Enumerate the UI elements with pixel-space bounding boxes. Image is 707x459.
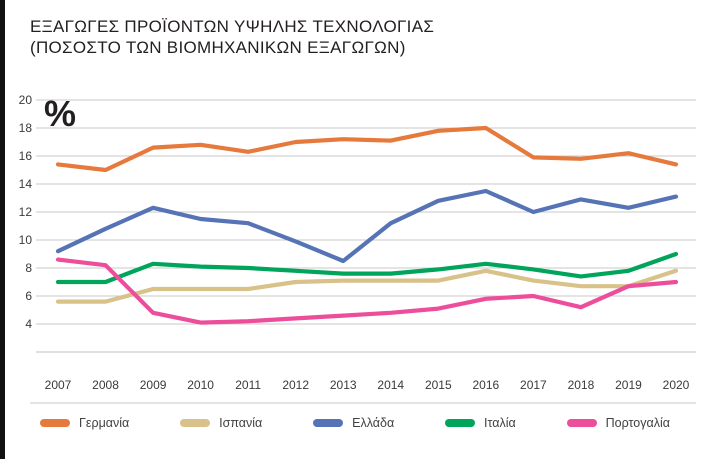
line-chart: 4 6 8 10 12 14 16 18 20 % 2007 2008 2009 2010 2011 2012… xyxy=(19,93,696,404)
legend-label-1: Ισπανία xyxy=(219,416,263,430)
legend-item-3: Ιταλία xyxy=(445,416,516,430)
y-axis-labels: 4 6 8 10 12 14 16 18 20 xyxy=(19,93,33,331)
x-tick-label-2008: 2008 xyxy=(92,378,119,392)
x-axis-labels: 2007 2008 2009 2010 2011 2012 2013 2014 2015 2016… xyxy=(45,378,690,392)
series-line-4 xyxy=(55,257,679,325)
chart-title-line2: (ΠΟΣΟΣΤΟ ΤΩΝ ΒΙΟΜΗΧΑΝΙΚΩΝ ΕΞΑΓΩΓΩΝ) xyxy=(30,38,406,58)
x-tick-label-2011: 2011 xyxy=(235,378,261,392)
series-line-3 xyxy=(55,251,679,285)
legend-swatch-0 xyxy=(40,419,70,427)
legend-label-3: Ιταλία xyxy=(484,416,516,430)
legend-label-0: Γερμανία xyxy=(79,416,130,430)
series-line-2 xyxy=(55,188,679,264)
x-tick-label-2015: 2015 xyxy=(425,378,452,392)
left-edge-strip xyxy=(0,0,5,459)
legend-item-4: Πορτογαλία xyxy=(566,416,670,430)
series-line-1 xyxy=(55,268,679,304)
y-tick-label-16: 16 xyxy=(19,149,33,163)
x-tick-label-2014: 2014 xyxy=(377,378,404,392)
legend: Γερμανία Ισπανία Ελλάδα Ιταλία Πορτογαλία xyxy=(40,416,670,430)
y-tick-label-18: 18 xyxy=(19,121,33,135)
chart-title-line1: ΕΞΑΓΩΓΕΣ ΠΡΟΪΟΝΤΩΝ ΥΨΗΛΗΣ ΤΕΧΝΟΛΟΓΙΑΣ xyxy=(30,17,435,36)
x-tick-label-2013: 2013 xyxy=(330,378,357,392)
series-line-0 xyxy=(55,125,679,173)
y-tick-label-12: 12 xyxy=(19,205,33,219)
y-tick-label-14: 14 xyxy=(19,177,33,191)
legend-swatch-3 xyxy=(445,419,476,427)
legend-label-4: Πορτογαλία xyxy=(605,416,670,430)
y-tick-label-20: 20 xyxy=(19,93,33,107)
legend-swatch-4 xyxy=(566,419,597,427)
y-tick-label-4: 4 xyxy=(25,317,32,331)
x-tick-label-2020: 2020 xyxy=(663,378,690,392)
x-tick-label-2009: 2009 xyxy=(140,378,167,392)
percent-symbol: % xyxy=(44,93,76,134)
chart-title: ΕΞΑΓΩΓΕΣ ΠΡΟΪΟΝΤΩΝ ΥΨΗΛΗΣ ΤΕΧΝΟΛΟΓΙΑΣ (Π… xyxy=(30,16,434,59)
x-tick-label-2007: 2007 xyxy=(45,378,72,392)
legend-label-2: Ελλάδα xyxy=(352,416,395,430)
x-tick-label-2012: 2012 xyxy=(282,378,309,392)
gridlines-group xyxy=(30,99,696,404)
legend-swatch-2 xyxy=(313,419,344,427)
x-tick-label-2019: 2019 xyxy=(615,378,642,392)
y-tick-label-8: 8 xyxy=(25,261,32,275)
legend-item-2: Ελλάδα xyxy=(313,416,394,430)
legend-item-0: Γερμανία xyxy=(40,416,129,430)
legend-swatch-1 xyxy=(180,419,211,427)
x-tick-label-2016: 2016 xyxy=(472,378,499,392)
legend-item-1: Ισπανία xyxy=(180,416,262,430)
y-tick-label-6: 6 xyxy=(25,289,32,303)
x-tick-label-2010: 2010 xyxy=(187,378,214,392)
x-tick-label-2017: 2017 xyxy=(520,378,547,392)
x-tick-label-2018: 2018 xyxy=(568,378,595,392)
y-tick-label-10: 10 xyxy=(19,233,33,247)
